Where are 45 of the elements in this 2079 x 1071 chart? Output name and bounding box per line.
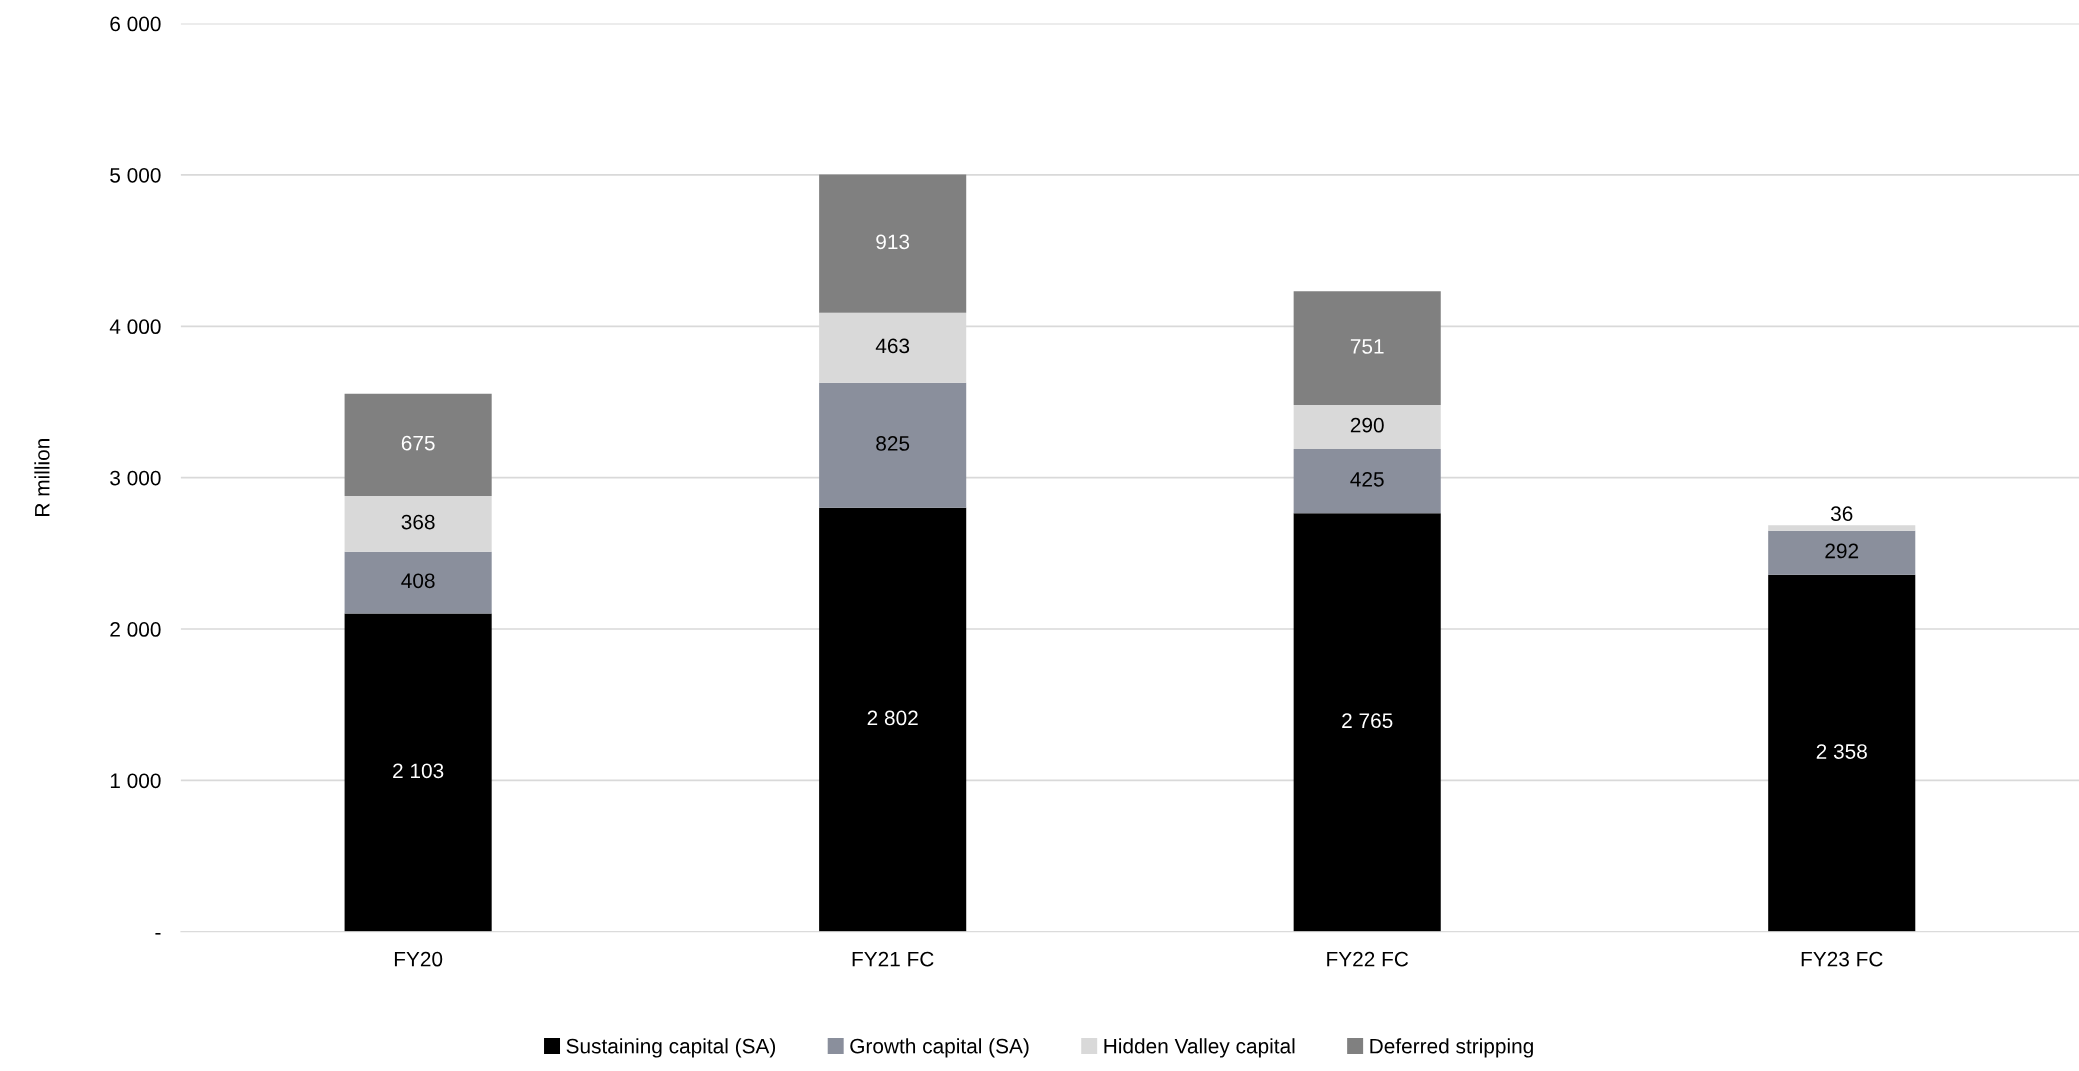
data-label: 751 [1350, 339, 1384, 354]
data-label: 408 [401, 573, 435, 589]
legend-label: Deferred stripping [1370, 1038, 1533, 1058]
y-tick-label: 5 000 [110, 167, 161, 183]
y-tick-label: - [155, 932, 161, 935]
data-label: 2 358 [1816, 744, 1867, 759]
data-label: 825 [876, 436, 910, 451]
bar [819, 174, 967, 313]
y-tick-label: 2 000 [110, 622, 161, 637]
x-tick-label: FY22 FC [1327, 951, 1409, 967]
y-tick-label: 1 000 [110, 773, 161, 789]
bar [344, 495, 492, 552]
bar [344, 551, 492, 614]
y-axis-title: R million [34, 439, 50, 516]
data-label: 675 [401, 435, 435, 451]
data-label: 2 765 [1342, 713, 1393, 729]
data-label: 368 [401, 514, 435, 530]
legend-label: Growth capital (SA) [850, 1038, 1029, 1058]
data-label: 425 [1350, 471, 1384, 487]
data-label: 292 [1825, 543, 1859, 559]
x-tick-label: FY20 [394, 951, 443, 967]
x-tick-label: FY21 FC [852, 951, 934, 967]
y-tick-label: 6 000 [110, 16, 161, 32]
y-tick-label: 3 000 [110, 470, 161, 486]
x-tick-label: FY23 FC [1801, 951, 1883, 967]
data-label: 36 [1830, 506, 1853, 522]
data-label: 2 802 [867, 710, 918, 726]
bar [1768, 530, 1916, 575]
bar [344, 613, 492, 932]
bar [819, 507, 967, 932]
data-label: 2 103 [393, 763, 444, 779]
bar [1768, 574, 1916, 932]
bar [1293, 513, 1441, 932]
legend-label: Hidden Valley capital [1104, 1038, 1295, 1058]
bar [1768, 525, 1916, 531]
bar [344, 393, 492, 496]
y-tick-label: 4 000 [109, 319, 161, 335]
data-label: 913 [876, 234, 910, 250]
data-label: 463 [875, 338, 910, 354]
bar [1293, 291, 1441, 406]
data-label: 290 [1350, 417, 1384, 433]
bar [819, 382, 967, 508]
bar [1293, 405, 1441, 449]
legend-label: Sustaining capital (SA) [566, 1038, 776, 1058]
bar [1293, 448, 1441, 514]
